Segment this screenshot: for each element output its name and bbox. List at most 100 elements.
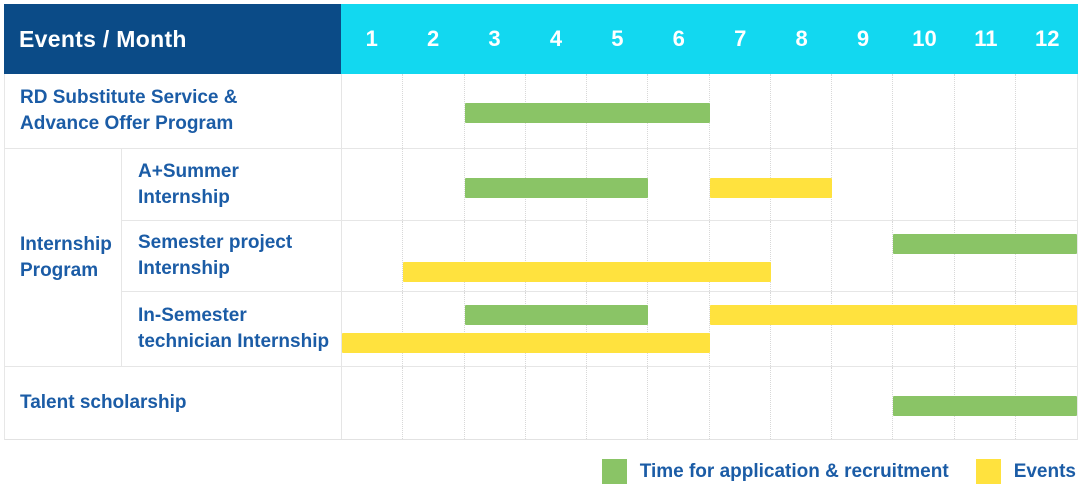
month-gridcell bbox=[955, 292, 1016, 366]
month-grid bbox=[342, 74, 1077, 148]
legend-swatch-application-icon bbox=[601, 459, 627, 484]
gantt-row-chart bbox=[341, 367, 1077, 439]
group-label-internship-program: Internship Program bbox=[5, 149, 121, 366]
table-row: A+Summer Internship bbox=[121, 149, 1077, 221]
month-gridcell bbox=[342, 149, 404, 220]
month-header-cell: 7 bbox=[734, 26, 747, 51]
gantt-bar-yellow bbox=[709, 178, 832, 198]
month-gridcell bbox=[403, 221, 465, 291]
task-label-line: technician Internship bbox=[138, 331, 330, 352]
month-header-cell: 3 bbox=[488, 26, 501, 51]
legend-item-events: Events bbox=[975, 459, 1076, 484]
month-gridcell bbox=[342, 74, 404, 148]
legend-label-events: Events bbox=[1013, 460, 1076, 482]
month-header-cell: 8 bbox=[795, 26, 808, 51]
table-row: Semester project Internship bbox=[121, 221, 1077, 292]
gantt-bar-green bbox=[464, 305, 649, 325]
month-grid bbox=[342, 292, 1077, 366]
month-header-cell: 11 bbox=[974, 26, 998, 51]
gantt-bar-green bbox=[464, 103, 710, 123]
group-label-line: Internship bbox=[20, 233, 112, 255]
month-gridcell bbox=[832, 74, 894, 148]
month-gridcell bbox=[648, 292, 710, 366]
gantt-bar-green bbox=[893, 234, 1077, 254]
month-header-cell: 12 bbox=[1035, 26, 1060, 51]
month-gridcell bbox=[648, 221, 710, 291]
table-row: RD Substitute Service & Advance Offer Pr… bbox=[5, 74, 1077, 149]
group-label-line: Program bbox=[20, 259, 99, 281]
month-gridcell bbox=[403, 74, 465, 148]
task-label-a-plus-summer: A+Summer Internship bbox=[121, 149, 341, 220]
task-label-line: Internship bbox=[138, 258, 230, 279]
gantt-bar-yellow bbox=[342, 333, 710, 353]
month-gridcell bbox=[771, 74, 832, 148]
month-gridcell bbox=[710, 221, 771, 291]
month-gridcell bbox=[893, 149, 955, 220]
task-label-line: In-Semester bbox=[138, 305, 247, 326]
task-label-line: A+Summer bbox=[138, 160, 239, 182]
task-label-semester-project: Semester project Internship bbox=[121, 221, 341, 291]
month-gridcell bbox=[832, 221, 894, 291]
month-header-cell: 10 bbox=[912, 26, 937, 51]
task-label-line: Talent scholarship bbox=[20, 392, 187, 413]
month-gridcell bbox=[955, 74, 1016, 148]
gantt-bar-yellow bbox=[403, 262, 771, 282]
gantt-bar-yellow bbox=[709, 305, 1077, 325]
month-gridcell bbox=[465, 367, 526, 439]
month-gridcell bbox=[832, 367, 894, 439]
month-gridcell bbox=[587, 367, 649, 439]
month-gridcell bbox=[832, 149, 894, 220]
month-gridcell bbox=[526, 221, 587, 291]
gantt-row-chart bbox=[341, 221, 1077, 291]
month-gridcell bbox=[587, 221, 649, 291]
month-gridcell bbox=[771, 292, 832, 366]
legend-item-application: Time for application & recruitment bbox=[601, 459, 949, 484]
month-gridcell bbox=[893, 221, 955, 291]
month-gridcell bbox=[710, 74, 771, 148]
month-gridcell bbox=[1016, 292, 1077, 366]
month-gridcell bbox=[587, 292, 649, 366]
task-label-talent-scholarship: Talent scholarship bbox=[5, 367, 341, 439]
task-label-line: Advance Offer Program bbox=[20, 113, 234, 134]
month-gridcell bbox=[648, 367, 710, 439]
month-gridcell bbox=[403, 149, 465, 220]
month-gridcell bbox=[465, 292, 526, 366]
month-gridcell bbox=[465, 221, 526, 291]
month-gridcell bbox=[342, 221, 404, 291]
legend-swatch-events-icon bbox=[975, 459, 1001, 484]
month-gridcell bbox=[771, 367, 832, 439]
month-gridcell bbox=[710, 367, 771, 439]
legend: Time for application & recruitment Event… bbox=[601, 459, 1076, 484]
month-gridcell bbox=[403, 292, 465, 366]
month-gridcell bbox=[526, 292, 587, 366]
month-gridcell bbox=[342, 367, 404, 439]
legend-label-application: Time for application & recruitment bbox=[639, 460, 949, 482]
month-gridcell bbox=[1016, 149, 1077, 220]
month-gridcell bbox=[526, 367, 587, 439]
month-header-cell: 1 bbox=[365, 26, 378, 51]
task-label-in-semester-technician: In-Semester technician Internship bbox=[121, 292, 341, 366]
month-gridcell bbox=[648, 149, 710, 220]
table-row: Talent scholarship bbox=[5, 367, 1077, 439]
table-row: In-Semester technician Internship bbox=[121, 292, 1077, 366]
events-month-header-cell: Events / Month bbox=[4, 4, 341, 74]
month-gridcell bbox=[1016, 221, 1077, 291]
month-header-cell: 4 bbox=[549, 26, 563, 51]
month-gridcell bbox=[832, 292, 894, 366]
month-gridcell bbox=[955, 149, 1016, 220]
month-gridcell bbox=[1016, 74, 1077, 148]
month-header-cell: 9 bbox=[856, 26, 870, 51]
month-gridcell bbox=[771, 221, 832, 291]
month-gridcell bbox=[955, 221, 1016, 291]
gantt-row-chart bbox=[341, 149, 1077, 220]
month-gridcell bbox=[342, 292, 404, 366]
month-gridcell bbox=[710, 292, 771, 366]
month-gridcell bbox=[403, 367, 465, 439]
gantt-body: RD Substitute Service & Advance Offer Pr… bbox=[4, 74, 1078, 440]
gantt-row-chart bbox=[341, 74, 1077, 148]
gantt-bar-green bbox=[464, 178, 649, 198]
group-subrows: A+Summer Internship Semester project Int… bbox=[121, 149, 1077, 366]
month-header-cell: 6 bbox=[672, 26, 685, 51]
header-row: Events / Month 1 2 3 4 5 6 7 8 9 10 11 12 bbox=[4, 4, 1078, 74]
